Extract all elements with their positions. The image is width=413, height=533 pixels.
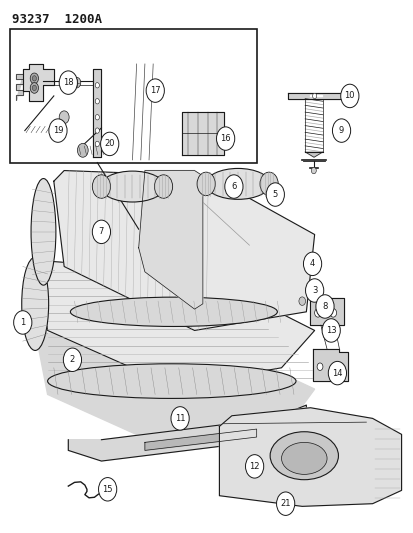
Circle shape — [95, 128, 99, 133]
Polygon shape — [145, 429, 256, 450]
Circle shape — [146, 79, 164, 102]
Text: 2: 2 — [70, 356, 75, 364]
Circle shape — [276, 492, 294, 515]
Circle shape — [72, 77, 81, 88]
Polygon shape — [309, 95, 321, 96]
Text: 7: 7 — [99, 228, 104, 236]
Ellipse shape — [31, 179, 56, 285]
Text: 15: 15 — [102, 485, 113, 494]
Polygon shape — [54, 171, 314, 330]
Circle shape — [63, 348, 81, 372]
Polygon shape — [312, 349, 347, 381]
Circle shape — [321, 319, 339, 342]
Circle shape — [332, 363, 337, 370]
Polygon shape — [182, 112, 223, 155]
Text: 16: 16 — [220, 134, 230, 143]
Circle shape — [329, 309, 336, 317]
Text: 93237  1200A: 93237 1200A — [12, 13, 102, 26]
Ellipse shape — [47, 364, 295, 399]
Circle shape — [98, 478, 116, 501]
Text: 10: 10 — [344, 92, 354, 100]
Circle shape — [32, 85, 36, 91]
Circle shape — [95, 83, 99, 88]
FancyBboxPatch shape — [10, 29, 256, 163]
Circle shape — [332, 119, 350, 142]
Text: 17: 17 — [150, 86, 160, 95]
Circle shape — [224, 175, 242, 198]
Circle shape — [316, 363, 322, 370]
Circle shape — [314, 309, 320, 317]
Text: 11: 11 — [174, 414, 185, 423]
Polygon shape — [93, 69, 101, 157]
Circle shape — [95, 99, 99, 104]
Polygon shape — [35, 261, 314, 386]
Circle shape — [340, 84, 358, 108]
Circle shape — [100, 132, 119, 156]
Text: 21: 21 — [280, 499, 290, 508]
Circle shape — [266, 183, 284, 206]
Text: 12: 12 — [249, 462, 259, 471]
Polygon shape — [287, 93, 343, 99]
Circle shape — [30, 83, 38, 93]
Polygon shape — [138, 171, 202, 309]
Polygon shape — [310, 298, 343, 325]
Polygon shape — [35, 330, 314, 450]
Circle shape — [305, 279, 323, 302]
Text: 3: 3 — [311, 286, 316, 295]
Circle shape — [328, 361, 346, 385]
Circle shape — [92, 220, 110, 244]
Circle shape — [92, 175, 110, 198]
Circle shape — [59, 71, 77, 94]
Text: 13: 13 — [325, 326, 336, 335]
Text: 5: 5 — [272, 190, 277, 199]
Text: 8: 8 — [322, 302, 327, 311]
Ellipse shape — [281, 442, 326, 474]
Circle shape — [303, 252, 321, 276]
Polygon shape — [304, 152, 322, 157]
Circle shape — [95, 141, 99, 147]
Text: 20: 20 — [104, 140, 115, 148]
Circle shape — [77, 143, 88, 157]
Circle shape — [298, 297, 305, 305]
Circle shape — [311, 167, 316, 174]
Text: 14: 14 — [331, 369, 342, 377]
Circle shape — [60, 77, 68, 88]
Text: 4: 4 — [309, 260, 314, 268]
Polygon shape — [23, 64, 54, 101]
Polygon shape — [16, 74, 23, 100]
Circle shape — [197, 172, 215, 196]
Ellipse shape — [206, 168, 269, 199]
Ellipse shape — [70, 297, 277, 326]
Circle shape — [154, 175, 172, 198]
Text: 6: 6 — [231, 182, 236, 191]
Circle shape — [14, 311, 32, 334]
Circle shape — [216, 127, 234, 150]
Ellipse shape — [22, 257, 49, 351]
Circle shape — [171, 407, 189, 430]
Text: 9: 9 — [338, 126, 343, 135]
Circle shape — [95, 115, 99, 120]
Text: 18: 18 — [63, 78, 74, 87]
Polygon shape — [219, 408, 401, 506]
Polygon shape — [68, 405, 306, 461]
Ellipse shape — [100, 171, 164, 202]
Circle shape — [315, 295, 333, 318]
Circle shape — [30, 73, 38, 84]
Ellipse shape — [270, 432, 338, 480]
Circle shape — [59, 111, 69, 124]
Circle shape — [49, 119, 67, 142]
Circle shape — [32, 76, 36, 81]
Text: 19: 19 — [52, 126, 63, 135]
Circle shape — [259, 172, 278, 196]
Circle shape — [245, 455, 263, 478]
Text: 1: 1 — [20, 318, 25, 327]
Circle shape — [312, 93, 316, 99]
